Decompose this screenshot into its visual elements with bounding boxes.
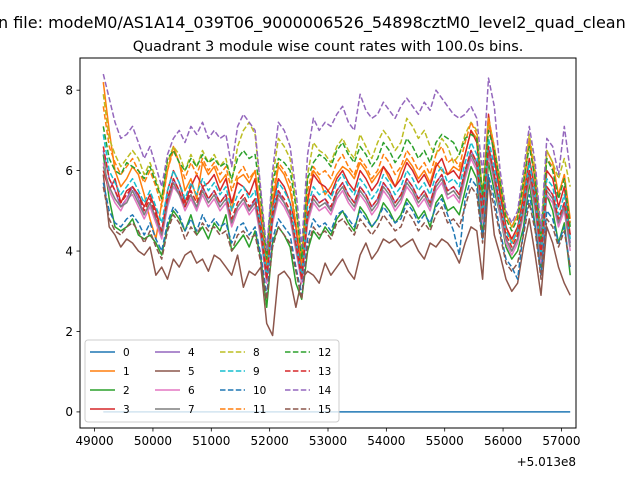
series-line-9 bbox=[102, 134, 571, 276]
series-line-12 bbox=[102, 126, 571, 260]
series-line-8 bbox=[102, 94, 571, 256]
y-axis: 0 2 4 6 8 bbox=[65, 83, 80, 419]
series-line-11 bbox=[102, 106, 571, 264]
legend-label-8: 8 bbox=[253, 347, 260, 359]
figure-suptitle: n file: modeM0/AS1A14_039T06_9000006526_… bbox=[0, 13, 626, 33]
legend-label-12: 12 bbox=[318, 347, 331, 359]
x-tick-label: 57000 bbox=[542, 434, 580, 448]
x-tick-label: 52000 bbox=[251, 434, 289, 448]
plot-area: 49000 50000 51000 52000 53000 54000 55000 56000… bbox=[65, 57, 581, 469]
legend-label-15: 15 bbox=[318, 404, 331, 416]
series-line-5 bbox=[102, 174, 571, 337]
series-line-14 bbox=[102, 73, 571, 252]
legend-frame bbox=[84, 339, 340, 423]
series-line-15 bbox=[102, 181, 571, 301]
legend-label-5: 5 bbox=[188, 366, 195, 378]
series-line-10 bbox=[102, 173, 571, 297]
x-tick-label: 49000 bbox=[75, 434, 113, 448]
legend-label-7: 7 bbox=[188, 404, 195, 416]
x-tick-label: 56000 bbox=[484, 434, 522, 448]
legend-label-0: 0 bbox=[123, 347, 130, 359]
legend-label-10: 10 bbox=[253, 385, 266, 397]
series-layer bbox=[102, 73, 571, 413]
legend-label-6: 6 bbox=[188, 385, 195, 397]
legend-label-9: 9 bbox=[253, 366, 260, 378]
x-tick-label: 51000 bbox=[192, 434, 230, 448]
x-offset-label: +5.013e8 bbox=[517, 455, 576, 469]
y-tick-label: 4 bbox=[65, 244, 73, 258]
y-tick-label: 0 bbox=[65, 405, 73, 419]
legend-label-3: 3 bbox=[123, 404, 130, 416]
legend-label-13: 13 bbox=[318, 366, 331, 378]
y-tick-label: 8 bbox=[65, 83, 73, 97]
legend-label-1: 1 bbox=[123, 366, 130, 378]
x-tick-label: 53000 bbox=[309, 434, 347, 448]
x-axis: 49000 50000 51000 52000 53000 54000 55000 56000… bbox=[75, 428, 581, 448]
chart-title: Quadrant 3 module wise count rates with … bbox=[133, 39, 524, 55]
x-tick-label: 55000 bbox=[426, 434, 464, 448]
series-line-7 bbox=[102, 149, 571, 280]
legend-label-14: 14 bbox=[318, 385, 332, 397]
series-line-2 bbox=[102, 154, 571, 309]
y-tick-label: 6 bbox=[65, 164, 73, 178]
series-line-13 bbox=[102, 145, 571, 280]
legend-label-2: 2 bbox=[123, 385, 130, 397]
x-tick-label: 54000 bbox=[367, 434, 405, 448]
x-tick-label: 50000 bbox=[134, 434, 172, 448]
legend-label-11: 11 bbox=[253, 404, 266, 416]
y-tick-label: 2 bbox=[65, 325, 73, 339]
legend-label-4: 4 bbox=[188, 347, 195, 359]
